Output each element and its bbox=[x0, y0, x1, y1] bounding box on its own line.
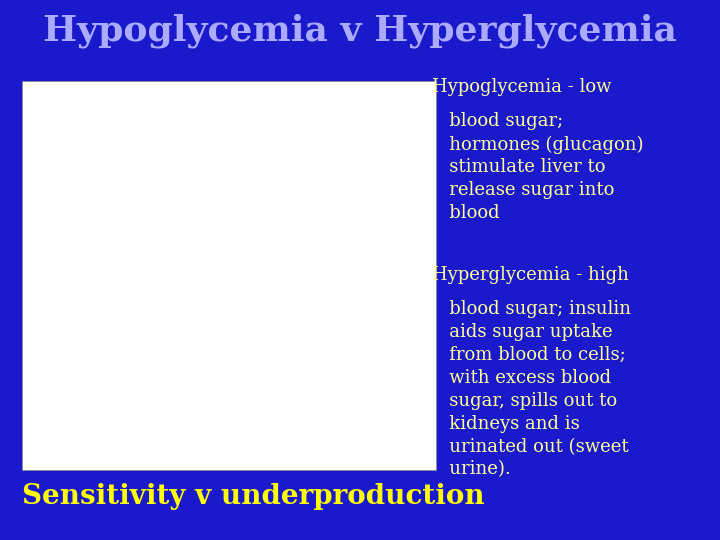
Text: blood sugar;
   hormones (glucagon)
   stimulate liver to
   release sugar into
: blood sugar; hormones (glucagon) stimula… bbox=[432, 112, 644, 222]
Text: Sensitivity v underproduction: Sensitivity v underproduction bbox=[22, 483, 485, 510]
Text: Hyperglycemia - high: Hyperglycemia - high bbox=[432, 266, 629, 284]
Text: Hypoglycemia - low: Hypoglycemia - low bbox=[432, 78, 611, 96]
Text: blood sugar; insulin
   aids sugar uptake
   from blood to cells;
   with excess: blood sugar; insulin aids sugar uptake f… bbox=[432, 300, 631, 478]
FancyBboxPatch shape bbox=[22, 81, 436, 470]
Text: Hypoglycemia v Hyperglycemia: Hypoglycemia v Hyperglycemia bbox=[43, 14, 677, 48]
